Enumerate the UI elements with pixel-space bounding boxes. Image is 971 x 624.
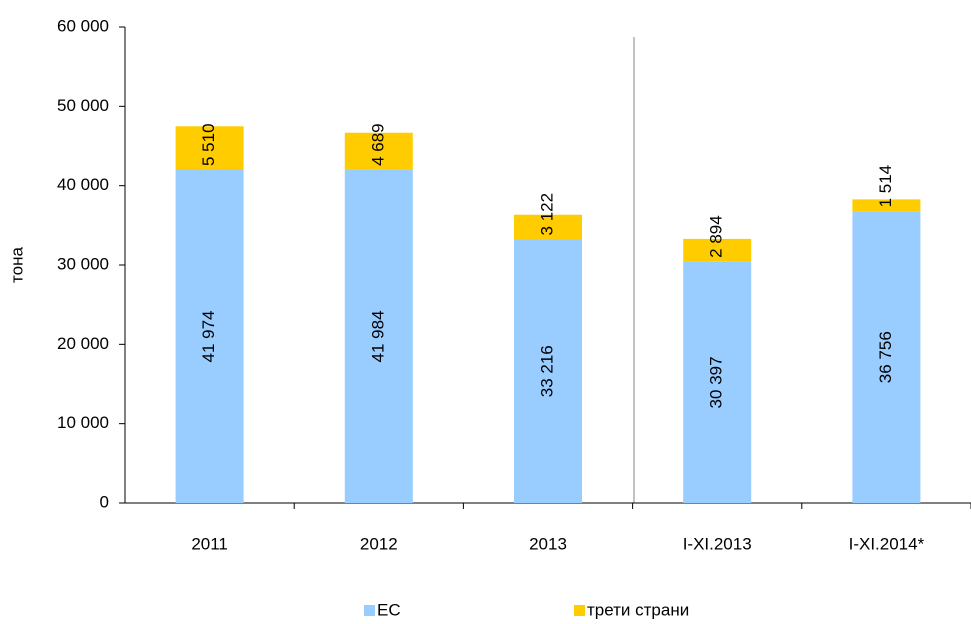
y-tick-label: 30 000 bbox=[57, 254, 109, 273]
bar-segment bbox=[344, 169, 413, 503]
y-tick-label: 20 000 bbox=[57, 334, 109, 353]
x-tick-label: I-XI.2014* bbox=[849, 534, 925, 553]
bar-segment bbox=[683, 238, 752, 262]
legend-swatch bbox=[364, 605, 375, 616]
data-label: 4 689 bbox=[368, 123, 387, 166]
bar-segment bbox=[514, 239, 582, 504]
legend-label: трети страни bbox=[587, 600, 689, 619]
data-label: 41 984 bbox=[368, 310, 387, 362]
bar-segment bbox=[175, 126, 244, 171]
bar-segment bbox=[852, 211, 921, 503]
x-tick-label: 2013 bbox=[529, 534, 567, 553]
legend-label: ЕС bbox=[377, 600, 401, 619]
y-tick-label: 0 bbox=[100, 492, 109, 511]
data-label: 41 974 bbox=[199, 311, 218, 363]
bar-segment bbox=[344, 132, 413, 170]
x-tick-label: I-XI.2013 bbox=[683, 534, 752, 553]
y-tick-label: 40 000 bbox=[57, 175, 109, 194]
data-label: 33 216 bbox=[537, 345, 556, 397]
data-label: 3 122 bbox=[537, 193, 556, 236]
y-tick-label: 10 000 bbox=[57, 413, 109, 432]
bar-segment bbox=[514, 214, 582, 240]
data-label: 2 894 bbox=[707, 215, 726, 258]
x-tick-label: 2011 bbox=[191, 534, 228, 553]
data-label: 1 514 bbox=[876, 165, 895, 208]
data-label: 30 397 bbox=[707, 356, 726, 408]
legend-swatch bbox=[574, 605, 585, 616]
y-tick-label: 50 000 bbox=[57, 96, 109, 115]
bar-segment bbox=[683, 261, 752, 503]
bar-segment bbox=[852, 199, 921, 212]
x-tick-label: 2012 bbox=[360, 534, 398, 553]
y-tick-label: 60 000 bbox=[57, 16, 109, 35]
data-label: 36 756 bbox=[876, 331, 895, 383]
data-label: 5 510 bbox=[199, 123, 218, 166]
y-axis-label: тона bbox=[7, 247, 26, 283]
bar-segment bbox=[175, 170, 244, 503]
